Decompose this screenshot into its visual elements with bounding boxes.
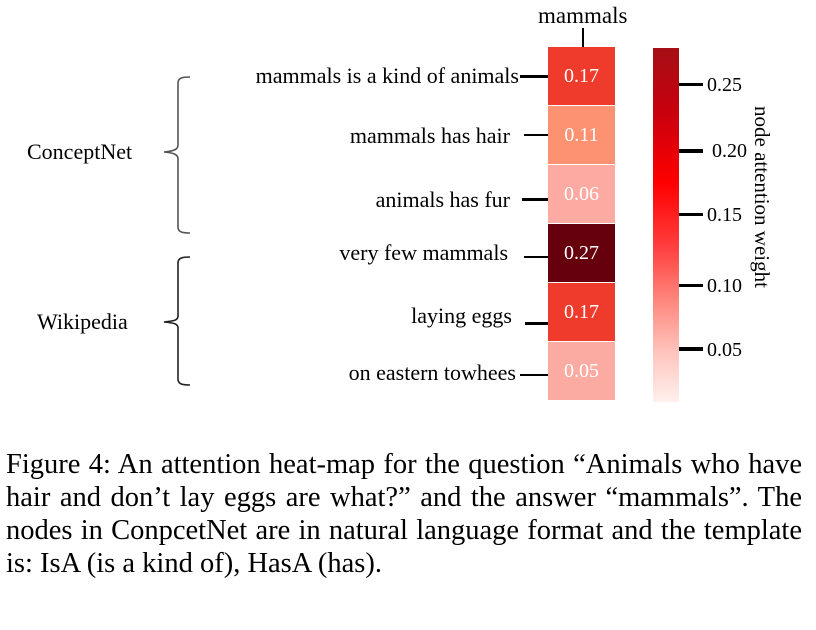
colorbar-tick-label: 0.15 <box>707 204 742 226</box>
row-tick <box>524 134 548 136</box>
row-label: very few mammals <box>339 240 508 265</box>
row-tick <box>524 256 548 258</box>
column-label: mammals <box>538 3 628 28</box>
row-label: mammals is a kind of animals <box>255 63 519 88</box>
wikipedia-brace-icon <box>163 256 191 386</box>
heatmap-cell: 0.05 <box>548 342 615 400</box>
figure-caption: Figure 4: An attention heat-map for the … <box>6 449 802 579</box>
row-label: mammals has hair <box>349 123 510 148</box>
colorbar-tick-label: 0.20 <box>712 140 747 162</box>
row-tick <box>520 75 548 78</box>
heatmap-cell: 0.11 <box>548 106 615 164</box>
row-tick <box>520 374 548 376</box>
colorbar-tick-label: 0.05 <box>707 339 742 361</box>
column-tick <box>582 28 584 47</box>
colorbar <box>653 48 679 402</box>
colorbar-tick <box>679 149 703 153</box>
colorbar-tick <box>679 83 703 86</box>
colorbar-tick <box>679 347 703 351</box>
heatmap-column: 0.17 0.11 0.06 0.27 0.17 0.05 <box>548 47 615 401</box>
row-label: on eastern towhees <box>348 360 516 385</box>
row-tick <box>522 198 548 201</box>
group-label-conceptnet: ConceptNet <box>27 139 133 164</box>
heatmap-cell: 0.27 <box>548 224 615 282</box>
colorbar-title: node attention weight <box>750 106 774 288</box>
heatmap-cell: 0.17 <box>548 47 615 105</box>
conceptnet-brace-icon <box>163 76 191 234</box>
row-label: laying eggs <box>411 303 512 328</box>
heatmap-cell: 0.06 <box>548 165 615 223</box>
heatmap-cell: 0.17 <box>548 283 615 341</box>
colorbar-tick-label: 0.10 <box>707 275 742 297</box>
colorbar-tick <box>679 213 703 216</box>
row-label: animals has fur <box>375 187 510 212</box>
colorbar-tick <box>679 284 703 287</box>
row-tick <box>525 322 548 325</box>
colorbar-tick-label: 0.25 <box>707 74 742 96</box>
group-label-wikipedia: Wikipedia <box>37 309 128 334</box>
